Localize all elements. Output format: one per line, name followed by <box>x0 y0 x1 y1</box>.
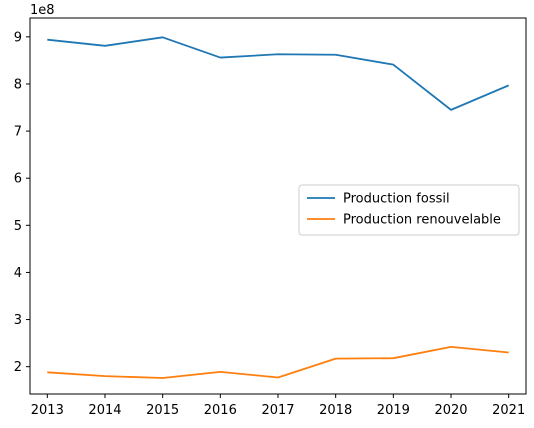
y-axis: 2 3 4 5 6 7 8 9 <box>14 30 30 375</box>
x-tick-label: 2020 <box>434 403 467 418</box>
y-tick-label: 2 <box>14 360 22 375</box>
series-line-2 <box>47 345 509 379</box>
x-tick-label: 2021 <box>492 403 525 418</box>
legend-label: Production renouvelable <box>343 213 501 228</box>
x-tick-label: 2014 <box>88 403 121 418</box>
x-axis: 2013 2014 2015 2016 2017 2018 2019 2020 2021 <box>31 394 525 418</box>
x-tick-label: 2015 <box>146 403 179 418</box>
x-tick-label: 2018 <box>319 403 352 418</box>
y-offset-label: 1e8 <box>30 3 55 18</box>
plot-frame <box>29 17 527 395</box>
x-tick-label: 2013 <box>31 403 64 418</box>
series-line-1 <box>47 36 510 111</box>
y-tick-label: 7 <box>14 125 22 140</box>
y-tick-label: 4 <box>14 266 22 281</box>
x-tick-label: 2016 <box>204 403 237 418</box>
y-tick-label: 9 <box>14 30 22 45</box>
x-tick-label: 2017 <box>261 403 294 418</box>
x-tick-label: 2019 <box>377 403 410 418</box>
y-tick-label: 8 <box>14 77 22 92</box>
series-layer <box>47 36 510 379</box>
legend-box <box>298 184 520 236</box>
y-tick-label: 3 <box>14 313 22 328</box>
y-tick-label: 5 <box>14 219 22 234</box>
legend-label: Production fossil <box>343 192 450 207</box>
y-tick-label: 6 <box>14 172 22 187</box>
legend: Production fossil Production renouvelable <box>298 184 520 236</box>
